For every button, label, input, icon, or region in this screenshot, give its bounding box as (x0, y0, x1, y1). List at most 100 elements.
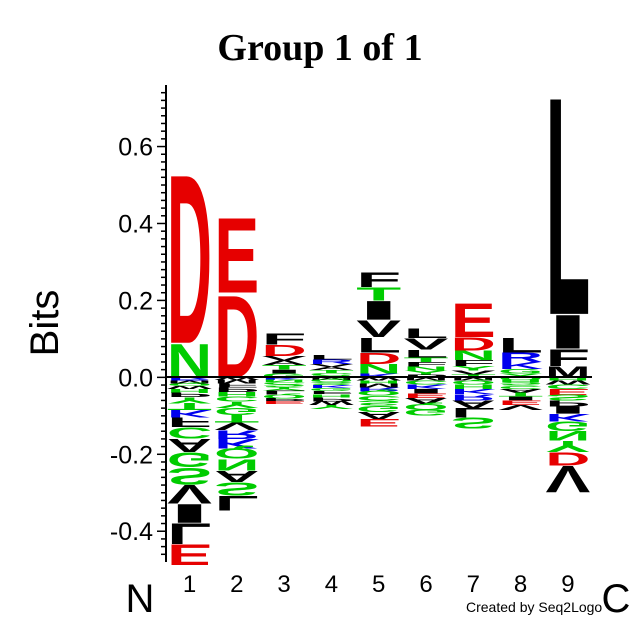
logo-letter-l: L (404, 326, 449, 341)
svg-text:E: E (498, 399, 543, 406)
svg-text:Y: Y (309, 404, 354, 410)
logo-letter-n: N (404, 366, 449, 372)
svg-text:R: R (451, 392, 496, 401)
x-tick-label: 5 (372, 571, 385, 598)
svg-text:V: V (451, 370, 496, 376)
logo-letter-c: C (167, 424, 212, 442)
logo-letter-f: F (451, 359, 496, 368)
y-tick-label: 0.2 (118, 287, 153, 315)
y-axis: -0.4 -0.2 0.0 0.2 0.4 0.6 (110, 85, 167, 562)
logo-letter-m: M (404, 376, 449, 381)
logo-letter-p: P (545, 399, 590, 408)
svg-text:I: I (356, 295, 401, 325)
svg-text:Q: Q (214, 445, 259, 462)
logo-letter-k: K (545, 411, 590, 423)
logo-letter-k: K (167, 408, 212, 420)
logo-letter-g: G (262, 373, 307, 379)
svg-text:V: V (214, 420, 259, 432)
logo-letter-y: Y (214, 400, 259, 410)
chart-title: Group 1 of 1 (217, 27, 422, 69)
svg-text:W: W (309, 400, 354, 406)
svg-text:A: A (214, 467, 259, 485)
svg-text:Q: Q (356, 390, 401, 397)
svg-text:Q: Q (498, 377, 543, 381)
x-axis: 1 2 3 4 5 6 7 8 9 (183, 571, 575, 598)
svg-text:T: T (404, 356, 449, 363)
logo-letter-p: P (262, 397, 307, 402)
logo-letter-y: Y (451, 365, 496, 372)
svg-text:L: L (404, 326, 449, 341)
logo-letter-a: A (451, 398, 496, 410)
x-tick-label: 8 (514, 571, 527, 598)
logo-letter-m: M (167, 379, 212, 384)
svg-text:R: R (214, 428, 259, 441)
logo-letter-f: F (262, 330, 307, 348)
svg-text:C: C (167, 424, 212, 442)
svg-text:G: G (356, 404, 401, 414)
svg-text:Q: Q (404, 402, 449, 411)
logo-letter-y: Y (167, 396, 212, 405)
svg-text:N: N (214, 456, 259, 474)
logo-letter-e: E (214, 197, 259, 317)
svg-text:H: H (356, 379, 401, 384)
y-tick-label: -0.2 (110, 441, 153, 469)
logo-letter-q: Q (262, 393, 307, 399)
logo-letter-v: V (545, 458, 590, 500)
logo-letter-t: T (167, 401, 212, 412)
svg-text:I: I (262, 369, 307, 375)
svg-text:T: T (309, 369, 354, 374)
logo-letter-d: D (167, 125, 212, 395)
svg-text:P: P (403, 374, 448, 379)
logo-letter-n: N (545, 428, 590, 443)
logo-letter-h: H (498, 379, 543, 384)
svg-text:T: T (214, 413, 259, 425)
svg-text:M: M (214, 378, 259, 384)
logo-letter-l: L (309, 354, 354, 361)
svg-text:T: T (498, 392, 543, 398)
logo-letter-m: M (309, 377, 354, 381)
svg-text:K: K (498, 360, 543, 371)
svg-text:D: D (545, 448, 590, 469)
svg-text:F: F (451, 359, 496, 368)
logo-letter-f: F (167, 415, 212, 430)
x-tick-label: 9 (561, 571, 574, 598)
svg-text:D: D (451, 333, 496, 354)
svg-text:H: H (167, 388, 212, 394)
svg-text:V: V (404, 335, 449, 353)
svg-text:F: F (167, 415, 212, 430)
svg-text:S: S (498, 382, 543, 387)
svg-text:M: M (356, 382, 401, 388)
logo-letter-h: H (309, 393, 354, 398)
logo-letter-l: L (545, 32, 590, 380)
svg-text:A: A (262, 359, 307, 366)
svg-text:Y: Y (262, 386, 307, 391)
logo-letter-d: D (214, 271, 259, 404)
logo-letter-k: K (309, 384, 354, 389)
logo-letter-n: N (356, 361, 401, 376)
logo-letter-k: K (498, 360, 543, 371)
svg-text:E: E (167, 538, 212, 571)
logo-letter-m: M (214, 378, 259, 384)
svg-text:F: F (404, 361, 449, 368)
svg-text:F: F (262, 330, 307, 348)
svg-text:K: K (356, 373, 401, 379)
logo-letter-q: Q (356, 390, 401, 397)
svg-text:G: G (403, 408, 448, 418)
svg-text:C: C (214, 395, 259, 403)
logo-letter-q: Q (404, 402, 449, 411)
svg-text:V: V (498, 403, 543, 411)
svg-text:Q: Q (262, 393, 307, 399)
svg-text:E: E (356, 416, 401, 428)
logo-letter-t: T (356, 284, 401, 305)
svg-text:P: P (309, 396, 354, 402)
logo-letter-v: V (498, 403, 543, 411)
svg-text:W: W (167, 385, 212, 390)
logo-letter-s: S (356, 399, 401, 407)
logo-letter-f: F (545, 344, 590, 371)
logo-letter-n: N (214, 456, 259, 474)
logo-letter-s: S (498, 382, 543, 387)
svg-text:A: A (356, 410, 401, 421)
logo-letter-v: V (356, 315, 401, 342)
logo-letter-w: W (214, 377, 259, 381)
svg-text:Q: Q (167, 383, 212, 387)
